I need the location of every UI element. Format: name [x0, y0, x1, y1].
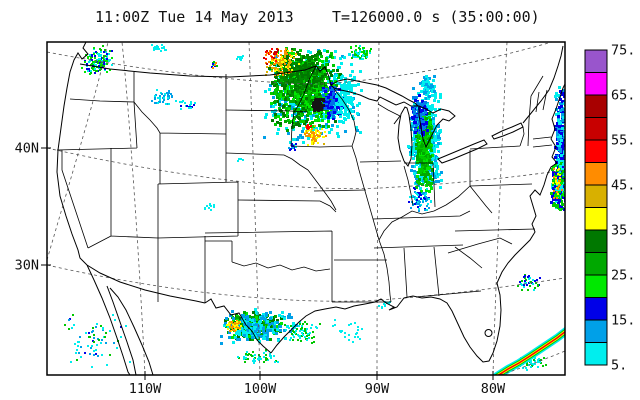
x-axis-label-90W: 90W — [365, 381, 390, 397]
mexico-west-coast — [109, 287, 154, 375]
radar-echo-layer — [64, 44, 565, 375]
state-borders-west — [56, 72, 239, 303]
precip-cluster-florida-east-specks — [517, 274, 541, 291]
precip-cluster-dakota-speck — [288, 143, 297, 151]
axis-labels: 40N 30N 110W 100W 90W 80W — [15, 141, 506, 398]
colorbar-cell — [584, 162, 608, 186]
colorbar-cell — [584, 297, 608, 321]
colorbar-tick-label: 45. — [611, 178, 635, 194]
precip-cluster-idaho-east-specks — [179, 100, 196, 110]
lake-superior — [330, 78, 420, 107]
precip-cluster-montana-speck2 — [236, 55, 244, 61]
precip-cluster-texas-south-specks — [237, 349, 279, 364]
precip-cluster-colorado-speck — [237, 158, 244, 162]
precip-cluster-midwest-red — [263, 48, 279, 65]
colorbar-cell — [584, 184, 608, 208]
precip-cluster-idaho-specks — [151, 89, 177, 105]
precip-cluster-montana-multi-speck — [211, 61, 218, 69]
colorbar-tick-label: 5. — [611, 358, 627, 374]
meridian-100w — [248, 42, 261, 375]
reflectivity-colorbar: 75. 65. 55. 45. 35. 25. 15. 5. — [584, 43, 635, 374]
gulf-of-california — [106, 285, 137, 375]
gulf-atlantic-coastline — [270, 83, 565, 363]
lake-michigan — [393, 106, 413, 167]
precip-cluster-texas-core — [226, 320, 242, 332]
parallel-25n — [499, 350, 565, 375]
precip-cluster-montana-top-specks — [151, 44, 167, 52]
colorbar-cell — [584, 207, 608, 231]
colorbar-cell — [584, 274, 608, 298]
precip-cluster-pacnw-specks — [81, 45, 113, 75]
colorbar-cell — [584, 139, 608, 163]
us-canada-border-west — [79, 63, 332, 86]
latlon-gridlines — [47, 42, 565, 375]
state-borders-midwest — [290, 65, 471, 303]
colorbar-tick-label: 35. — [611, 223, 635, 239]
pacific-coastline — [56, 42, 89, 266]
colorbar-cell — [584, 94, 608, 118]
plot-datetime: 11:00Z Tue 14 May 2013 — [95, 8, 294, 26]
y-axis-label-30N: 30N — [15, 258, 39, 274]
precip-cluster-superior-blob — [350, 45, 372, 60]
colorbar-tick-label: 15. — [611, 313, 635, 329]
colorbar-cell — [584, 252, 608, 276]
colorbar-cell — [584, 117, 608, 141]
precip-cluster-midwest-tail-red — [306, 124, 312, 130]
precip-band-bahamas-band — [493, 327, 565, 375]
colorbar-tick-label: 65. — [611, 88, 635, 104]
us-mexico-border — [86, 264, 206, 304]
basemap-outlines — [56, 42, 565, 375]
colorbar-cell — [584, 229, 608, 253]
precip-cluster-gulf-specks — [332, 319, 363, 343]
colorbar-tick-label: 75. — [611, 43, 635, 59]
meridian-80w — [492, 42, 508, 375]
map-frame — [46, 41, 566, 376]
precip-cluster-atlantic-warm — [552, 168, 563, 199]
x-axis-label-100W: 100W — [244, 381, 277, 397]
lake-ontario — [491, 122, 524, 140]
x-axis-label-80W: 80W — [481, 381, 506, 397]
precip-cluster-newmexico-specks — [204, 203, 215, 211]
meridian-90w — [376, 42, 380, 375]
lake-okeechobee — [484, 329, 493, 337]
precip-cluster-sw-ocean-specks — [64, 314, 131, 368]
precip-cluster-midwest-dark-core — [312, 98, 325, 112]
x-axis-label-110W: 110W — [129, 381, 162, 397]
meridian-110w — [121, 42, 146, 375]
precip-cluster-midwest-tail-yellow — [304, 125, 327, 146]
rio-grande — [204, 298, 272, 354]
colorbar-cell — [584, 49, 608, 73]
colorbar-cell — [584, 319, 608, 343]
state-borders-east — [372, 75, 553, 298]
y-axis-label-40N: 40N — [15, 141, 39, 157]
precip-cluster-texas-east-specks — [284, 321, 321, 344]
colorbar-cell — [584, 342, 608, 366]
precip-cluster-michigan-top — [419, 75, 437, 95]
plot-sim-time: T=126000.0 s (35:00:00) — [332, 8, 540, 26]
us-canada-border-east — [522, 45, 564, 124]
lake-erie — [437, 139, 488, 164]
precip-cluster-midwest-darkgreen — [276, 51, 323, 96]
colorbar-cell — [584, 72, 608, 96]
colorbar-tick-label: 55. — [611, 133, 635, 149]
state-borders-plains — [204, 109, 391, 303]
axis-ticks — [41, 147, 494, 380]
meridian-120w — [47, 42, 109, 261]
lake-huron — [418, 105, 456, 149]
baja-coastline — [86, 264, 131, 375]
colorbar-tick-label: 25. — [611, 268, 635, 284]
